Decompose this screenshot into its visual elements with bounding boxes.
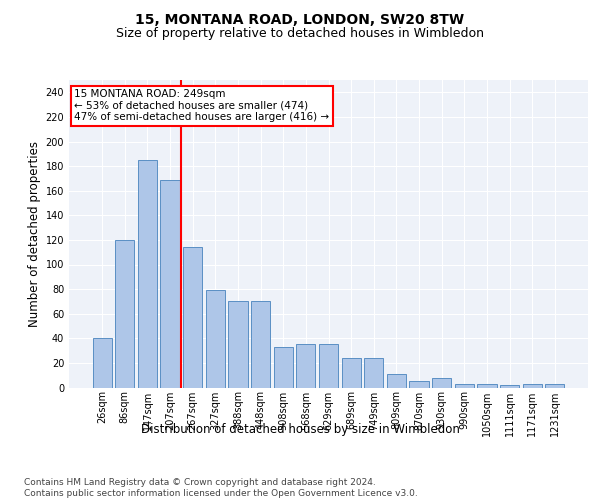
Bar <box>115 240 134 388</box>
Bar <box>274 347 293 388</box>
Bar <box>432 378 451 388</box>
Text: 15 MONTANA ROAD: 249sqm
← 53% of detached houses are smaller (474)
47% of semi-d: 15 MONTANA ROAD: 249sqm ← 53% of detache… <box>74 89 329 122</box>
Text: Distribution of detached houses by size in Wimbledon: Distribution of detached houses by size … <box>140 422 460 436</box>
Bar <box>160 180 180 388</box>
Bar <box>477 384 497 388</box>
Bar <box>409 382 428 388</box>
Bar <box>523 384 542 388</box>
Bar <box>455 384 474 388</box>
Bar <box>229 302 248 388</box>
Bar <box>251 302 270 388</box>
Bar <box>296 344 316 388</box>
Y-axis label: Number of detached properties: Number of detached properties <box>28 141 41 327</box>
Bar <box>341 358 361 388</box>
Bar <box>387 374 406 388</box>
Bar <box>92 338 112 388</box>
Bar <box>183 248 202 388</box>
Text: Size of property relative to detached houses in Wimbledon: Size of property relative to detached ho… <box>116 28 484 40</box>
Bar <box>500 385 519 388</box>
Bar <box>364 358 383 388</box>
Bar <box>206 290 225 388</box>
Text: Contains HM Land Registry data © Crown copyright and database right 2024.
Contai: Contains HM Land Registry data © Crown c… <box>24 478 418 498</box>
Bar <box>319 344 338 388</box>
Text: 15, MONTANA ROAD, LONDON, SW20 8TW: 15, MONTANA ROAD, LONDON, SW20 8TW <box>136 12 464 26</box>
Bar <box>545 384 565 388</box>
Bar <box>138 160 157 388</box>
